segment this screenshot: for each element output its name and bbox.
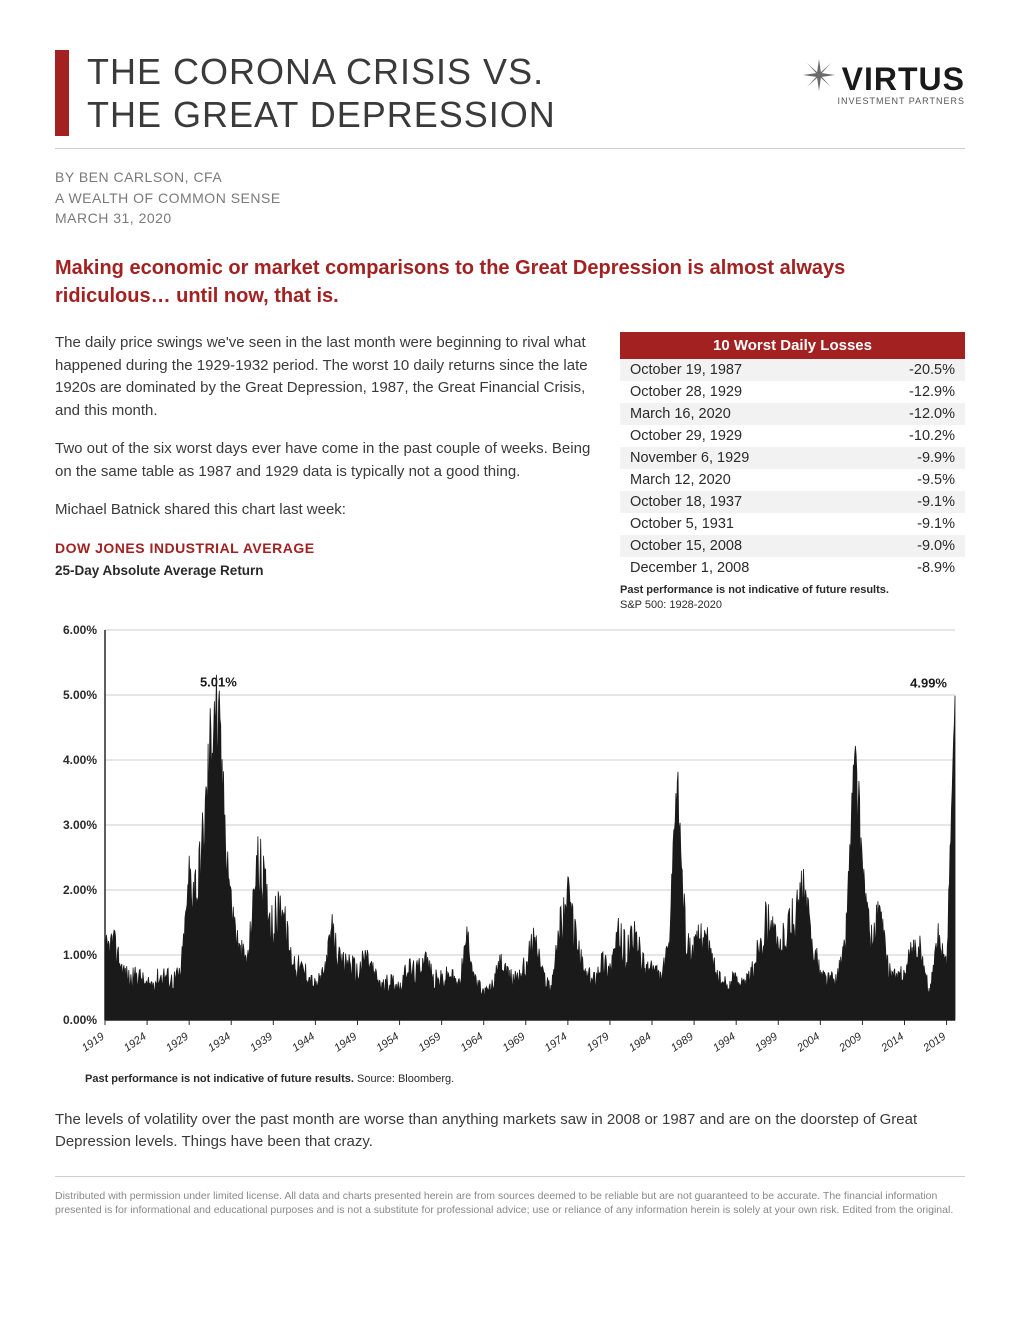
svg-text:1.00%: 1.00%: [63, 948, 97, 962]
svg-text:5.00%: 5.00%: [63, 688, 97, 702]
byline-source: A WEALTH OF COMMON SENSE: [55, 188, 965, 208]
svg-text:1964: 1964: [458, 1030, 485, 1054]
svg-text:2014: 2014: [878, 1030, 906, 1054]
svg-text:0.00%: 0.00%: [63, 1013, 97, 1027]
closing-paragraph: The levels of volatility over the past m…: [55, 1109, 965, 1177]
lede: Making economic or market comparisons to…: [55, 254, 965, 310]
loss-pct: -9.5%: [854, 469, 965, 491]
title-accent-bar: [55, 50, 69, 136]
loss-date: October 18, 1937: [620, 491, 854, 513]
disclaimer: Distributed with permission under limite…: [55, 1189, 965, 1217]
title-line2: THE GREAT DEPRESSION: [87, 93, 556, 136]
loss-pct: -9.0%: [854, 535, 965, 557]
svg-text:1989: 1989: [669, 1030, 696, 1054]
loss-pct: -12.0%: [854, 403, 965, 425]
svg-text:1924: 1924: [122, 1030, 149, 1054]
loss-table-note: Past performance is not indicative of fu…: [620, 583, 965, 612]
svg-text:1959: 1959: [416, 1030, 443, 1054]
logo-text: VIRTUS: [842, 61, 965, 98]
loss-table-col: 10 Worst Daily Losses October 19, 1987-2…: [620, 332, 965, 612]
table-row: March 16, 2020-12.0%: [620, 403, 965, 425]
loss-date: March 16, 2020: [620, 403, 854, 425]
loss-date: October 29, 1929: [620, 425, 854, 447]
loss-pct: -20.5%: [854, 359, 965, 381]
svg-text:2.00%: 2.00%: [63, 883, 97, 897]
svg-text:1949: 1949: [332, 1030, 359, 1054]
svg-text:2009: 2009: [836, 1030, 864, 1054]
svg-text:1934: 1934: [206, 1030, 233, 1054]
svg-text:3.00%: 3.00%: [63, 818, 97, 832]
chart-footnote: Past performance is not indicative of fu…: [85, 1073, 965, 1085]
byline: BY BEN CARLSON, CFA A WEALTH OF COMMON S…: [55, 167, 965, 228]
logo: VIRTUS INVESTMENT PARTNERS: [802, 50, 965, 106]
table-row: December 1, 2008-8.9%: [620, 557, 965, 579]
title-line1: THE CORONA CRISIS VS.: [87, 50, 556, 93]
byline-author: BY BEN CARLSON, CFA: [55, 167, 965, 187]
table-row: October 18, 1937-9.1%: [620, 491, 965, 513]
loss-pct: -9.1%: [854, 491, 965, 513]
svg-text:2019: 2019: [921, 1030, 949, 1054]
table-row: October 19, 1987-20.5%: [620, 359, 965, 381]
starburst-icon: [802, 58, 836, 100]
dow-chart: 0.00% 1.00% 2.00% 3.00% 4.00% 5.00% 6.00% 1919 1…: [55, 620, 965, 1065]
svg-text:1994: 1994: [711, 1030, 738, 1054]
chart-footnote-rest: Source: Bloomberg.: [354, 1073, 454, 1085]
chart-footnote-bold: Past performance is not indicative of fu…: [85, 1073, 354, 1085]
svg-text:1939: 1939: [248, 1030, 275, 1054]
body-p2: Two out of the six worst days ever have …: [55, 438, 592, 483]
loss-date: November 6, 1929: [620, 447, 854, 469]
header: THE CORONA CRISIS VS. THE GREAT DEPRESSI…: [55, 50, 965, 149]
loss-date: October 19, 1987: [620, 359, 854, 381]
svg-text:4.00%: 4.00%: [63, 753, 97, 767]
svg-text:1954: 1954: [374, 1030, 401, 1054]
byline-date: MARCH 31, 2020: [55, 208, 965, 228]
svg-text:5.01%: 5.01%: [200, 674, 237, 689]
loss-date: October 5, 1931: [620, 513, 854, 535]
loss-pct: -10.2%: [854, 425, 965, 447]
table-row: March 12, 2020-9.5%: [620, 469, 965, 491]
chart-heading: DOW JONES INDUSTRIAL AVERAGE: [55, 538, 592, 559]
table-row: October 5, 1931-9.1%: [620, 513, 965, 535]
svg-text:4.99%: 4.99%: [910, 676, 947, 691]
loss-date: October 15, 2008: [620, 535, 854, 557]
body-p1: The daily price swings we've seen in the…: [55, 332, 592, 422]
svg-text:1979: 1979: [585, 1030, 612, 1054]
svg-text:1944: 1944: [290, 1030, 317, 1054]
table-row: October 15, 2008-9.0%: [620, 535, 965, 557]
loss-pct: -9.1%: [854, 513, 965, 535]
svg-text:1969: 1969: [501, 1030, 528, 1054]
svg-text:1999: 1999: [753, 1030, 780, 1054]
loss-date: December 1, 2008: [620, 557, 854, 579]
body-row: The daily price swings we've seen in the…: [55, 332, 965, 612]
loss-pct: -12.9%: [854, 381, 965, 403]
title-block: THE CORONA CRISIS VS. THE GREAT DEPRESSI…: [55, 50, 556, 136]
table-row: October 29, 1929-10.2%: [620, 425, 965, 447]
loss-table-header: 10 Worst Daily Losses: [620, 332, 965, 359]
svg-text:1919: 1919: [80, 1030, 107, 1054]
svg-text:1929: 1929: [164, 1030, 191, 1054]
svg-text:6.00%: 6.00%: [63, 623, 97, 637]
table-row: November 6, 1929-9.9%: [620, 447, 965, 469]
loss-pct: -8.9%: [854, 557, 965, 579]
table-row: October 28, 1929-12.9%: [620, 381, 965, 403]
loss-table: 10 Worst Daily Losses October 19, 1987-2…: [620, 332, 965, 579]
loss-table-note-bold: Past performance is not indicative of fu…: [620, 584, 889, 596]
loss-date: October 28, 1929: [620, 381, 854, 403]
loss-pct: -9.9%: [854, 447, 965, 469]
loss-date: March 12, 2020: [620, 469, 854, 491]
body-p3: Michael Batnick shared this chart last w…: [55, 499, 592, 522]
svg-text:1974: 1974: [543, 1030, 570, 1054]
svg-text:1984: 1984: [627, 1030, 654, 1054]
chart-subheading: 25-Day Absolute Average Return: [55, 561, 592, 581]
body-text: The daily price swings we've seen in the…: [55, 332, 592, 612]
svg-text:2004: 2004: [794, 1030, 822, 1054]
loss-table-note-rest: S&P 500: 1928-2020: [620, 599, 722, 611]
